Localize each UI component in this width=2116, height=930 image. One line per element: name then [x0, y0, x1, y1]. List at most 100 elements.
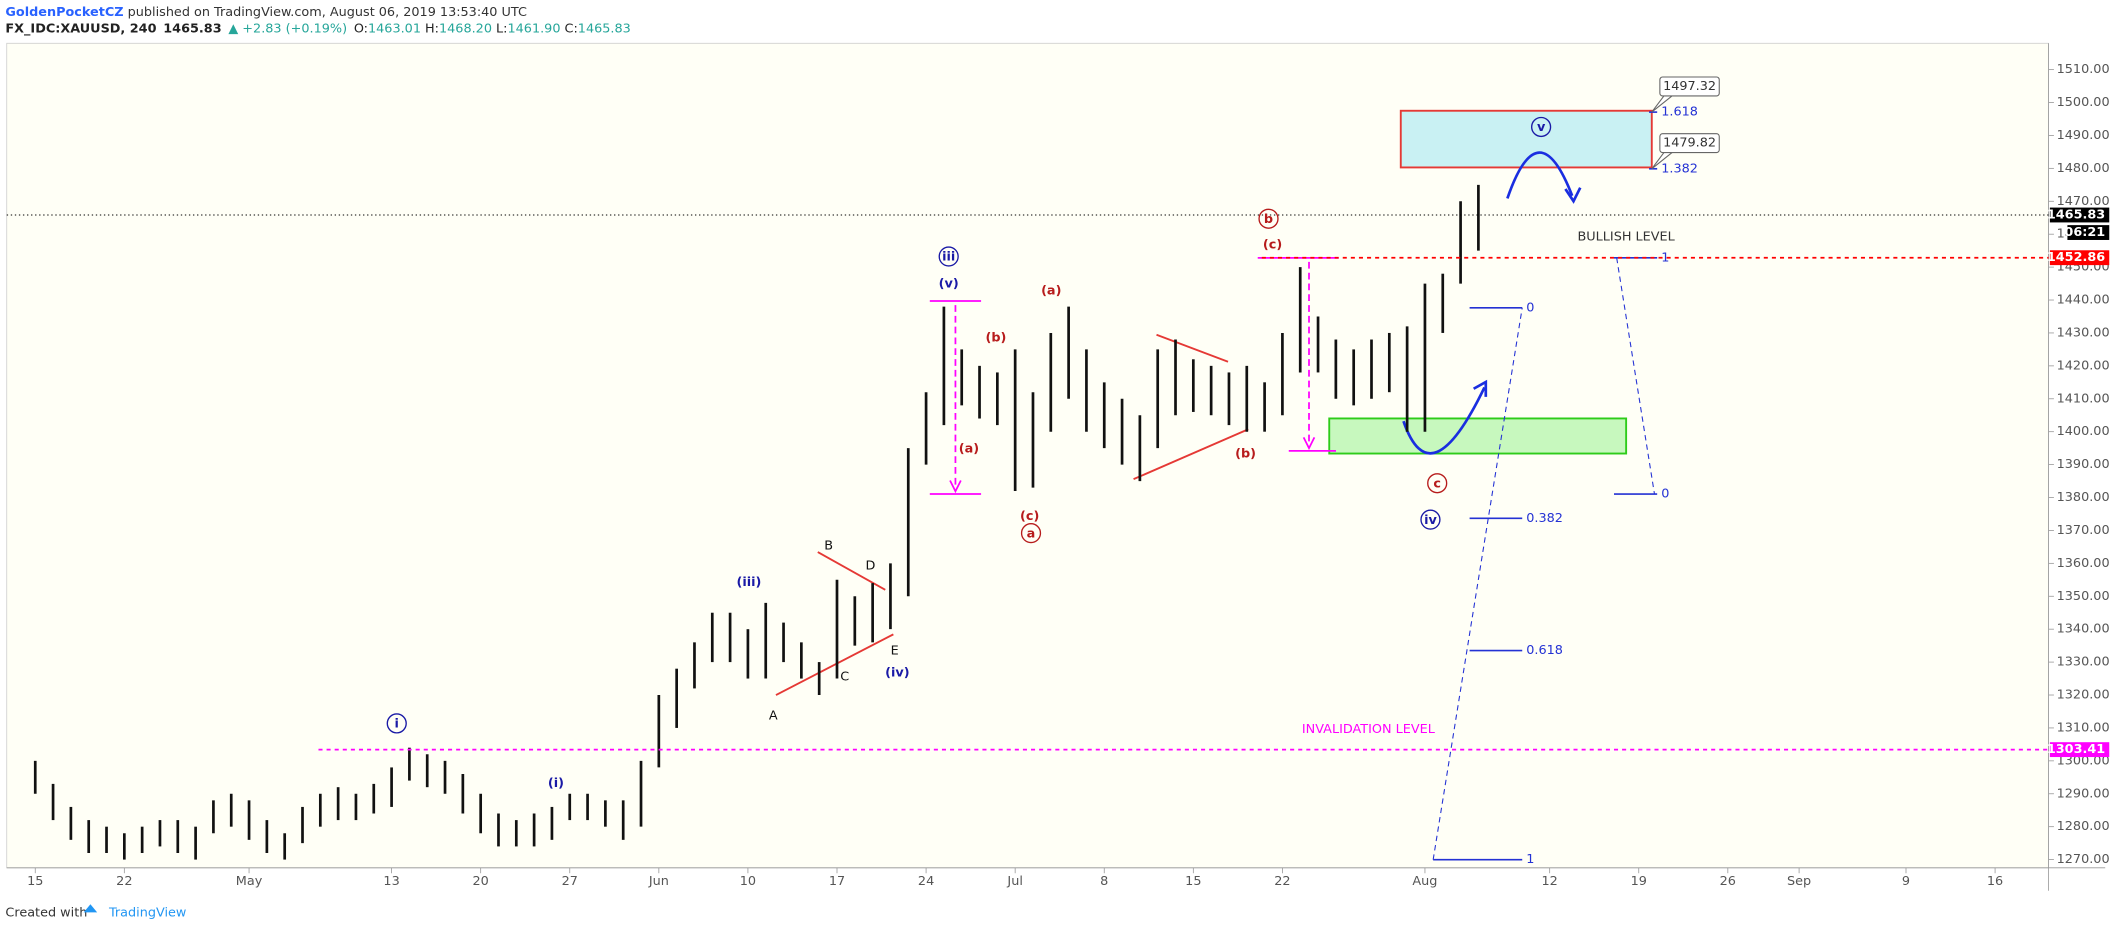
wave-label: i — [395, 717, 399, 732]
footer-created: Created with TradingView — [5, 905, 186, 920]
y-tick-label: 1370.00 — [2057, 523, 2110, 538]
y-tick-label: 1410.00 — [2057, 391, 2110, 406]
o: 1463.01 — [368, 21, 421, 36]
y-tick-label: 1400.00 — [2057, 424, 2110, 439]
wave-label: (v) — [939, 277, 959, 292]
o-label: O: — [354, 21, 368, 36]
fib-label: 1 — [1661, 250, 1669, 265]
y-tick-label: 1390.00 — [2057, 457, 2110, 472]
data-layer: 1270.00 1280.00 1290.00 1300.00 1310.00 1320.… — [6, 62, 2110, 889]
x-tick-label: 27 — [562, 874, 578, 889]
y-tick-label: 1420.00 — [2057, 358, 2110, 373]
wave-label: (iii) — [737, 575, 762, 590]
support-box — [1328, 417, 1628, 455]
plot-area — [6, 42, 2049, 869]
y-tick-label: 1290.00 — [2057, 786, 2110, 801]
author: GoldenPocketCZ — [5, 5, 123, 20]
fib-label: 0 — [1661, 487, 1669, 502]
x-tick-label: 17 — [829, 874, 845, 889]
x-tick-label: 16 — [1987, 874, 2003, 889]
x-tick-label: 24 — [918, 874, 934, 889]
x-tick-label: 15 — [27, 874, 43, 889]
y-tick-label: 1470.00 — [2057, 194, 2110, 209]
y-tick-label: 1440.00 — [2057, 293, 2110, 308]
x-tick-label: 26 — [1720, 874, 1736, 889]
callout-pointer — [1651, 95, 1673, 113]
measure-lines — [929, 256, 1339, 495]
x-tick-label: Jun — [648, 874, 669, 889]
x-tick-label: 22 — [1274, 874, 1290, 889]
wave-label: BULLISH LEVEL — [1577, 229, 1675, 244]
header-line: GoldenPocketCZ published on TradingView.… — [5, 5, 527, 20]
x-tick-label: Jul — [1006, 874, 1022, 889]
created: Created with — [5, 905, 87, 920]
wave-circle — [1420, 509, 1441, 530]
wave-circle — [386, 713, 407, 734]
brand: TradingView — [108, 905, 186, 920]
x-tick-label: Aug — [1412, 874, 1437, 889]
wave-circle — [938, 246, 959, 267]
h: 1468.20 — [439, 21, 492, 36]
c-label: C: — [565, 21, 578, 36]
price-tag-label: 1452.86 — [2047, 250, 2105, 265]
wave-circle — [1530, 116, 1552, 138]
callout-pointer — [1651, 152, 1673, 170]
target-box — [1399, 109, 1653, 169]
callout-label: 1497.32 — [1663, 79, 1716, 94]
wave-label: (c) — [1020, 509, 1039, 524]
price-tag — [2049, 250, 2110, 266]
fib-label: 1.618 — [1661, 105, 1698, 120]
wave-label: iii — [942, 250, 955, 265]
y-tick-label: 1280.00 — [2057, 819, 2110, 834]
x-tick-label: 15 — [1185, 874, 1201, 889]
y-tick-label: 1500.00 — [2057, 95, 2110, 110]
x-tick-label: 13 — [383, 874, 399, 889]
wave-label: C — [840, 669, 849, 684]
h-label: H: — [425, 21, 439, 36]
wave-label: (b) — [985, 331, 1006, 346]
y-tick-label: 1480.00 — [2057, 161, 2110, 176]
price-tag-label: 1303.41 — [2047, 742, 2105, 757]
brand-logo — [83, 904, 98, 913]
wave-label: c — [1433, 476, 1441, 491]
price-tag — [2049, 207, 2110, 223]
wave-label: (c) — [1263, 238, 1282, 253]
wave-label: A — [769, 709, 778, 724]
x-tick-label: 12 — [1542, 874, 1558, 889]
fib-label: 0.618 — [1526, 643, 1563, 658]
published: published on TradingView.com, August 06,… — [124, 5, 527, 20]
x-tick-label: 9 — [1902, 874, 1910, 889]
symbol: FX_IDC:XAUUSD, 240 — [5, 21, 156, 36]
fib-label: 0 — [1526, 300, 1534, 315]
wave-label: b — [1264, 212, 1273, 227]
y-tick-label: 1270.00 — [2057, 852, 2110, 867]
price-tag — [2049, 742, 2110, 758]
wave-label: iv — [1424, 513, 1437, 528]
x-tick-label: 10 — [740, 874, 756, 889]
x-tick-label: Sep — [1787, 874, 1811, 889]
fib-label: 0.382 — [1526, 511, 1563, 526]
c: 1465.83 — [578, 21, 631, 36]
fib-label: 1.382 — [1661, 161, 1698, 176]
y-tick-label: 1350.00 — [2057, 589, 2110, 604]
wave-label: v — [1537, 120, 1546, 135]
wave-label: E — [891, 644, 899, 659]
countdown: 06:21 — [2064, 225, 2105, 240]
wave-circle — [1020, 523, 1042, 544]
wave-label: (b) — [1235, 447, 1256, 462]
wave-label: (iv) — [885, 665, 909, 680]
x-tick-label: 19 — [1631, 874, 1647, 889]
x-tick-label: 20 — [473, 874, 489, 889]
wave-label: (a) — [959, 441, 979, 456]
y-tick-label: 1330.00 — [2057, 655, 2110, 670]
x-tick-label: 22 — [116, 874, 132, 889]
y-tick-label: 1510.00 — [2057, 62, 2110, 77]
callout-box — [1659, 76, 1720, 97]
symbol-line: FX_IDC:XAUUSD, 240 1465.83 ▲ +2.83 (+0.19%… — [5, 21, 630, 36]
wave-label: a — [1027, 526, 1036, 541]
y-tick-label: 1310.00 — [2057, 720, 2110, 735]
x-tick-label: May — [236, 874, 263, 889]
last: 1465.83 — [163, 21, 221, 36]
